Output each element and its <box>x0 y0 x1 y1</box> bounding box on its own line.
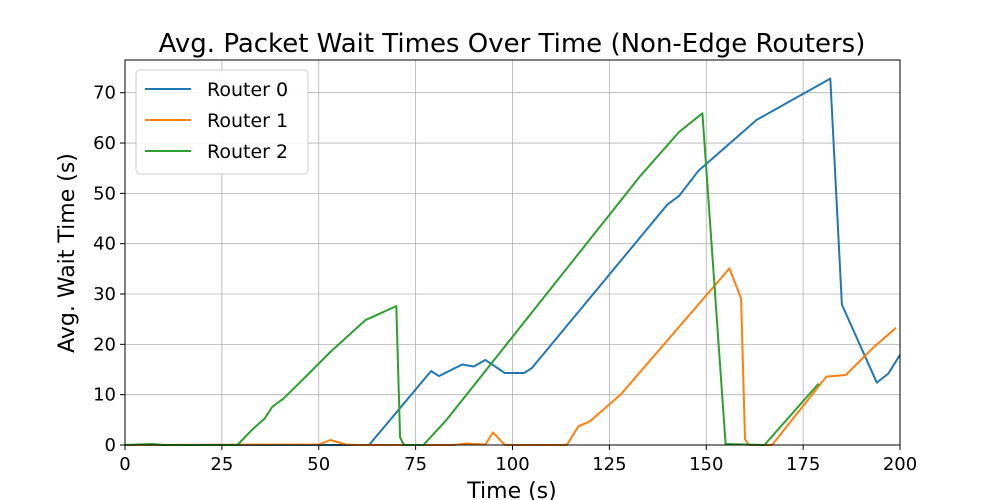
x-axis-label: Time (s) <box>466 479 556 500</box>
x-tick-label: 0 <box>119 454 130 475</box>
y-tick-label: 20 <box>93 334 116 355</box>
x-tick-label: 150 <box>689 454 723 475</box>
series-line-router-1 <box>124 267 897 446</box>
x-tick-label: 200 <box>883 454 917 475</box>
y-tick-label: 30 <box>93 284 116 305</box>
y-axis-label: Avg. Wait Time (s) <box>55 153 80 353</box>
series-line-router-2 <box>124 112 820 446</box>
x-tick-label: 125 <box>592 454 626 475</box>
series-line-router-0 <box>125 77 901 446</box>
x-tick-label: 100 <box>495 454 529 475</box>
axis-ticks: 0 25 50 75 100 125 150 175 200 0 10 20 30 40 50 60 70 <box>93 83 917 475</box>
x-tick-label: 25 <box>210 454 233 475</box>
legend: Router 0 Router 1 Router 2 <box>135 69 309 175</box>
legend-label: Router 1 <box>207 110 288 132</box>
y-tick-label: 50 <box>93 183 116 204</box>
y-tick-label: 60 <box>93 133 116 154</box>
chart-title: Avg. Packet Wait Times Over Time (Non-Ed… <box>159 29 866 59</box>
legend-label: Router 2 <box>207 141 288 163</box>
x-tick-label: 50 <box>307 454 330 475</box>
y-tick-label: 10 <box>93 385 116 406</box>
y-tick-label: 0 <box>105 435 116 456</box>
legend-label: Router 0 <box>207 79 288 101</box>
y-tick-label: 40 <box>93 234 116 255</box>
x-tick-label: 175 <box>786 454 820 475</box>
x-tick-label: 75 <box>404 454 427 475</box>
y-tick-label: 70 <box>93 83 116 104</box>
legend-box <box>135 69 309 175</box>
